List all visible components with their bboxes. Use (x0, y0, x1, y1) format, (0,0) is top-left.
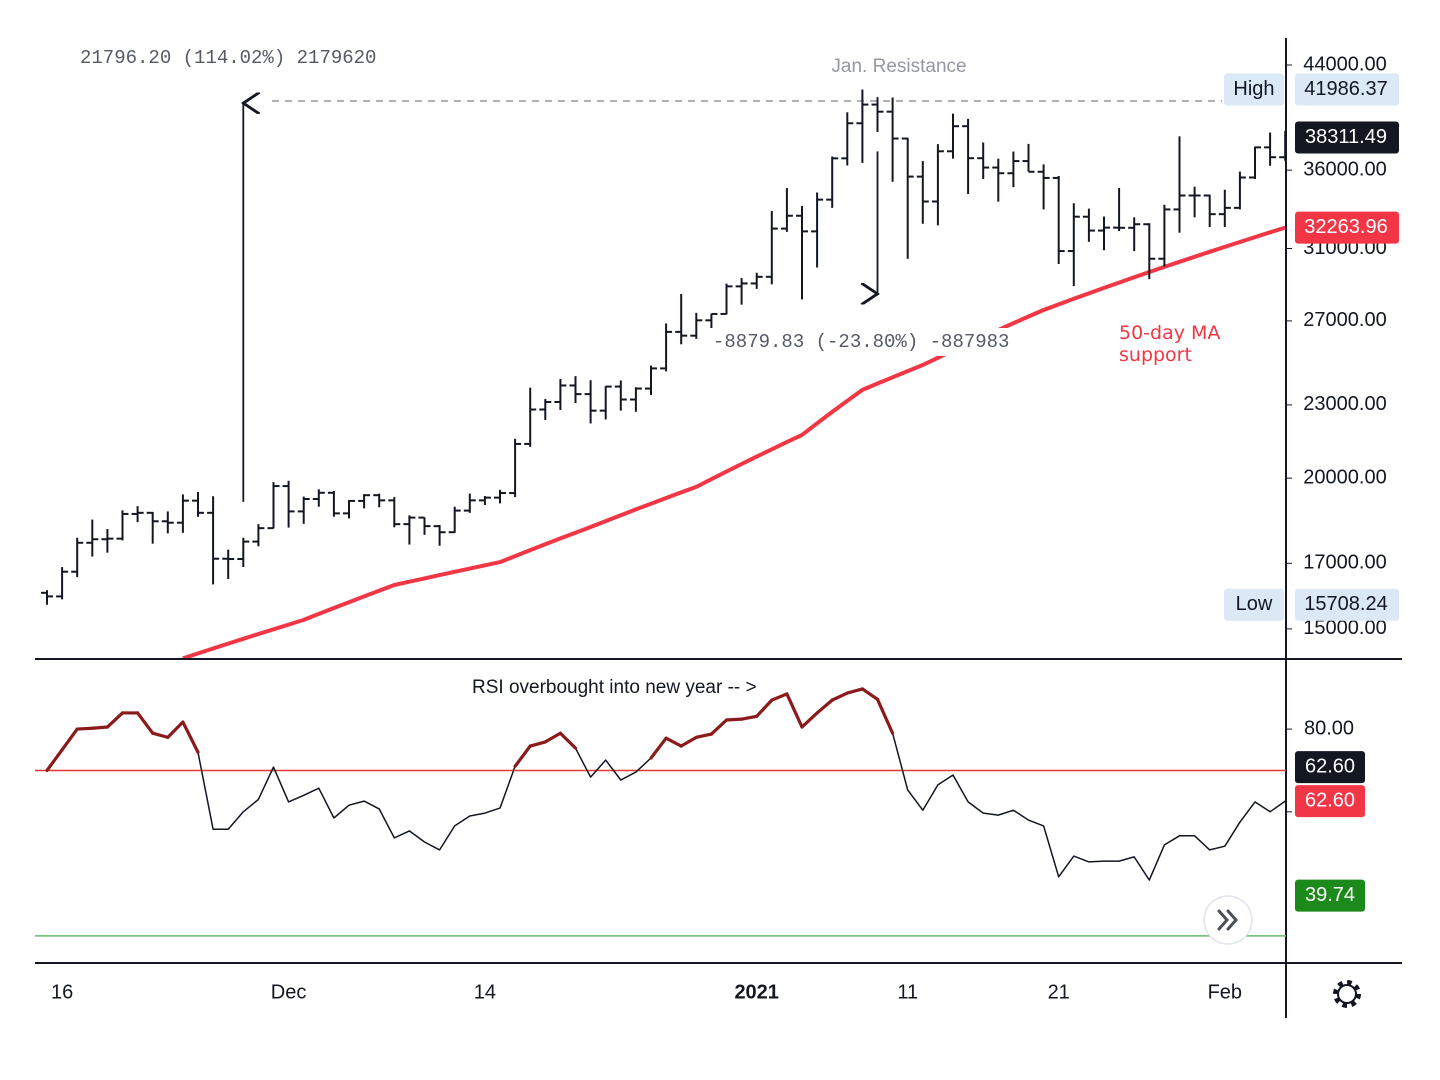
y-tick-label: 15000.00 (1303, 617, 1386, 639)
x-tick-label: 21 (1048, 981, 1070, 1003)
overlay: 44000.0036000.0031000.0027000.0023000.00… (51, 47, 1399, 1003)
rsi-overbought-segment (845, 687, 865, 695)
rsi-label-box (1295, 785, 1365, 818)
rsi-overbought-segment (513, 744, 532, 768)
rsi-overbought-segment (181, 720, 200, 754)
price-label-box (1295, 211, 1399, 244)
rsi-overbought-segment (785, 692, 804, 729)
rsi-pane (35, 687, 1286, 937)
rsi-overbought-segment (151, 731, 170, 739)
x-tick-label: 14 (474, 981, 496, 1003)
rsi-overbought-segment (679, 735, 698, 748)
price-label-box (1295, 588, 1399, 621)
rsi-annotation: RSI overbought into new year -- > (472, 677, 757, 698)
scroll-button[interactable] (1203, 895, 1253, 945)
rsi-tick-label: 80.00 (1304, 717, 1354, 739)
x-tick-label: Dec (271, 981, 307, 1003)
rsi-overbought-segment (830, 691, 849, 702)
rsi-label: 39.74 (1305, 884, 1355, 906)
ma-annotation: 50-day MA support (1119, 322, 1221, 366)
price-label-box (1295, 121, 1399, 154)
rsi-overbought-segment (664, 736, 683, 748)
rsi-overbought-segment (875, 697, 895, 735)
rsi-overbought-segment (75, 726, 94, 731)
rsi-label: 62.60 (1305, 789, 1355, 811)
rsi-overbought-segment (543, 731, 563, 744)
price-label: 32263.96 (1304, 216, 1387, 238)
rsi-overbought-segment (800, 711, 819, 729)
measure-label: 21796.20 (114.02%) 2179620 (80, 47, 376, 69)
gear-teeth[interactable] (1333, 980, 1361, 1008)
rsi-overbought-segment (166, 720, 185, 739)
rsi-overbought-segment (755, 698, 774, 718)
rsi-label-box (1295, 879, 1365, 912)
y-tick-label: 27000.00 (1303, 309, 1386, 331)
rsi-overbought-segment (815, 698, 834, 715)
rsi-overbought-segment (739, 714, 759, 721)
price-label: 41986.37 (1304, 78, 1387, 100)
rsi-overbought-segment (60, 727, 79, 752)
rsi-overbought-segment (709, 718, 729, 736)
y-tick-label: 23000.00 (1303, 393, 1386, 415)
x-tick-label: 16 (51, 981, 73, 1003)
rsi-overbought-segment (45, 748, 64, 773)
rsi-overbought-segment (860, 687, 880, 701)
y-tick-label: 36000.00 (1303, 158, 1386, 180)
rsi-overbought-segment (90, 725, 110, 730)
price-label: 15708.24 (1304, 593, 1387, 615)
price-label-box (1295, 73, 1399, 106)
y-tick-label: 20000.00 (1303, 466, 1386, 488)
rsi-overbought-segment (649, 736, 668, 760)
rsi-overbought-segment (105, 711, 125, 729)
rsi-label-box (1295, 751, 1365, 784)
y-tick-label: 17000.00 (1303, 552, 1386, 574)
gear-body[interactable] (1337, 984, 1357, 1004)
rsi-overbought-segment (528, 740, 547, 748)
settings-button[interactable] (1333, 980, 1361, 1008)
rsi-overbought-segment (724, 717, 744, 722)
rsi-overbought-segment (136, 711, 155, 735)
price-label-name: High (1233, 78, 1274, 100)
rsi-overbought-segment (694, 732, 714, 739)
price-pane (41, 89, 1286, 658)
y-tick-label: 44000.00 (1303, 53, 1386, 75)
price-label-name: Low (1236, 593, 1273, 615)
rsi-overbought-segment (770, 692, 789, 702)
measure-label: -8879.83 (-23.80%) -887983 (713, 331, 1009, 353)
x-tick-label: Feb (1208, 981, 1242, 1003)
price-label-name-box (1224, 588, 1284, 621)
measure-label-bg (709, 328, 1041, 356)
rsi-label: 62.60 (1305, 755, 1355, 777)
x-tick-label: 2021 (734, 981, 779, 1003)
rsi-overbought-segment (558, 731, 578, 750)
moving-average-line (182, 225, 1286, 658)
x-tick-label: 11 (897, 981, 918, 1003)
resistance-label: Jan. Resistance (831, 56, 966, 77)
scroll-icon[interactable] (1217, 909, 1239, 931)
price-label: 38311.49 (1305, 126, 1387, 148)
price-label-name-box (1224, 73, 1284, 106)
